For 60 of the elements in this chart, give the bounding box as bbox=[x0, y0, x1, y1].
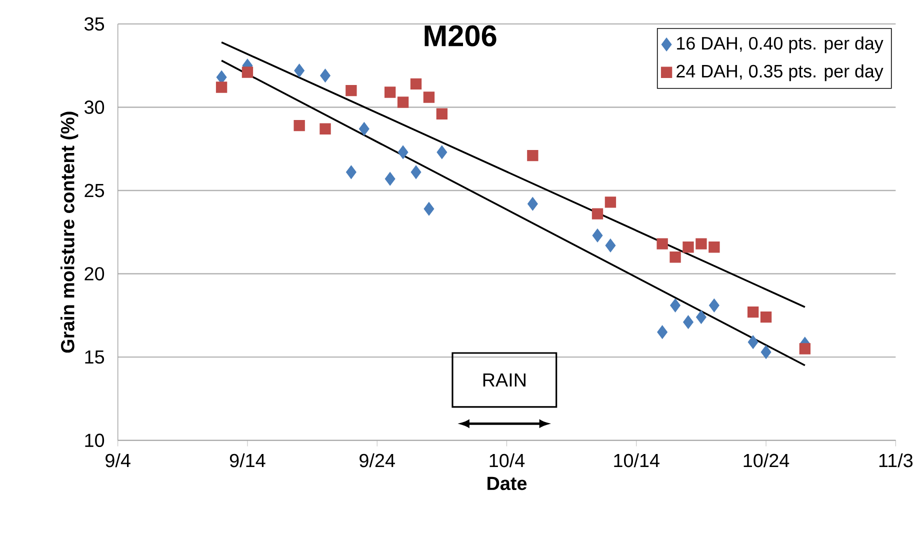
point bbox=[656, 238, 668, 250]
point bbox=[682, 241, 694, 253]
x-tick-label: 10/4 bbox=[490, 453, 525, 468]
point bbox=[294, 64, 305, 78]
legend-label: 16 DAH, 0.40 pts. per day bbox=[677, 36, 884, 54]
point bbox=[358, 122, 370, 136]
point bbox=[657, 325, 668, 339]
point bbox=[216, 82, 228, 93]
x-axis-title: Date bbox=[488, 476, 527, 490]
point bbox=[760, 311, 772, 323]
y-tick-label: 25 bbox=[84, 184, 104, 198]
chart-title: M206 bbox=[424, 25, 496, 46]
point bbox=[708, 298, 720, 312]
point bbox=[397, 96, 409, 108]
point bbox=[748, 335, 758, 349]
y-tick-label: 10 bbox=[85, 434, 104, 447]
y-tick-label: 15 bbox=[85, 350, 104, 364]
annotation: RAIN bbox=[483, 373, 526, 386]
point bbox=[799, 343, 811, 354]
point bbox=[527, 150, 538, 162]
point bbox=[423, 92, 435, 103]
point bbox=[605, 238, 616, 252]
point bbox=[527, 196, 538, 211]
x-tick-label: 11/3 bbox=[879, 453, 913, 468]
point bbox=[683, 315, 694, 329]
y-tick-label: 35 bbox=[84, 17, 104, 31]
point bbox=[592, 228, 603, 242]
point bbox=[410, 165, 422, 179]
x-tick-label: 9/4 bbox=[106, 453, 130, 468]
point bbox=[320, 68, 330, 82]
x-tick-label: 9/24 bbox=[360, 453, 395, 468]
legend-label: 24 DAH, 0.35 pts. per day bbox=[676, 64, 884, 81]
point bbox=[242, 66, 254, 78]
point bbox=[346, 84, 357, 96]
x-tick-label: 10/24 bbox=[744, 453, 790, 468]
point bbox=[670, 298, 680, 312]
point bbox=[708, 241, 720, 253]
point bbox=[747, 306, 759, 318]
point bbox=[398, 145, 408, 159]
y-tick-label: 20 bbox=[84, 267, 104, 280]
y-tick-label: 30 bbox=[84, 100, 104, 114]
x-tick-label: 10/14 bbox=[614, 453, 660, 468]
point bbox=[410, 78, 422, 90]
point bbox=[320, 123, 331, 134]
point bbox=[604, 196, 616, 208]
point bbox=[424, 202, 434, 216]
point bbox=[670, 251, 681, 263]
point bbox=[696, 310, 706, 324]
point bbox=[436, 108, 448, 120]
point bbox=[760, 345, 772, 359]
point bbox=[346, 165, 356, 179]
x-tick-label: 9/14 bbox=[230, 453, 266, 468]
point bbox=[592, 208, 604, 220]
point bbox=[696, 238, 707, 250]
y-axis-title: Grain moisture content (%) bbox=[60, 112, 78, 353]
point bbox=[294, 120, 305, 132]
point bbox=[384, 86, 396, 98]
point bbox=[436, 145, 448, 159]
point bbox=[216, 70, 227, 84]
point bbox=[384, 172, 396, 186]
